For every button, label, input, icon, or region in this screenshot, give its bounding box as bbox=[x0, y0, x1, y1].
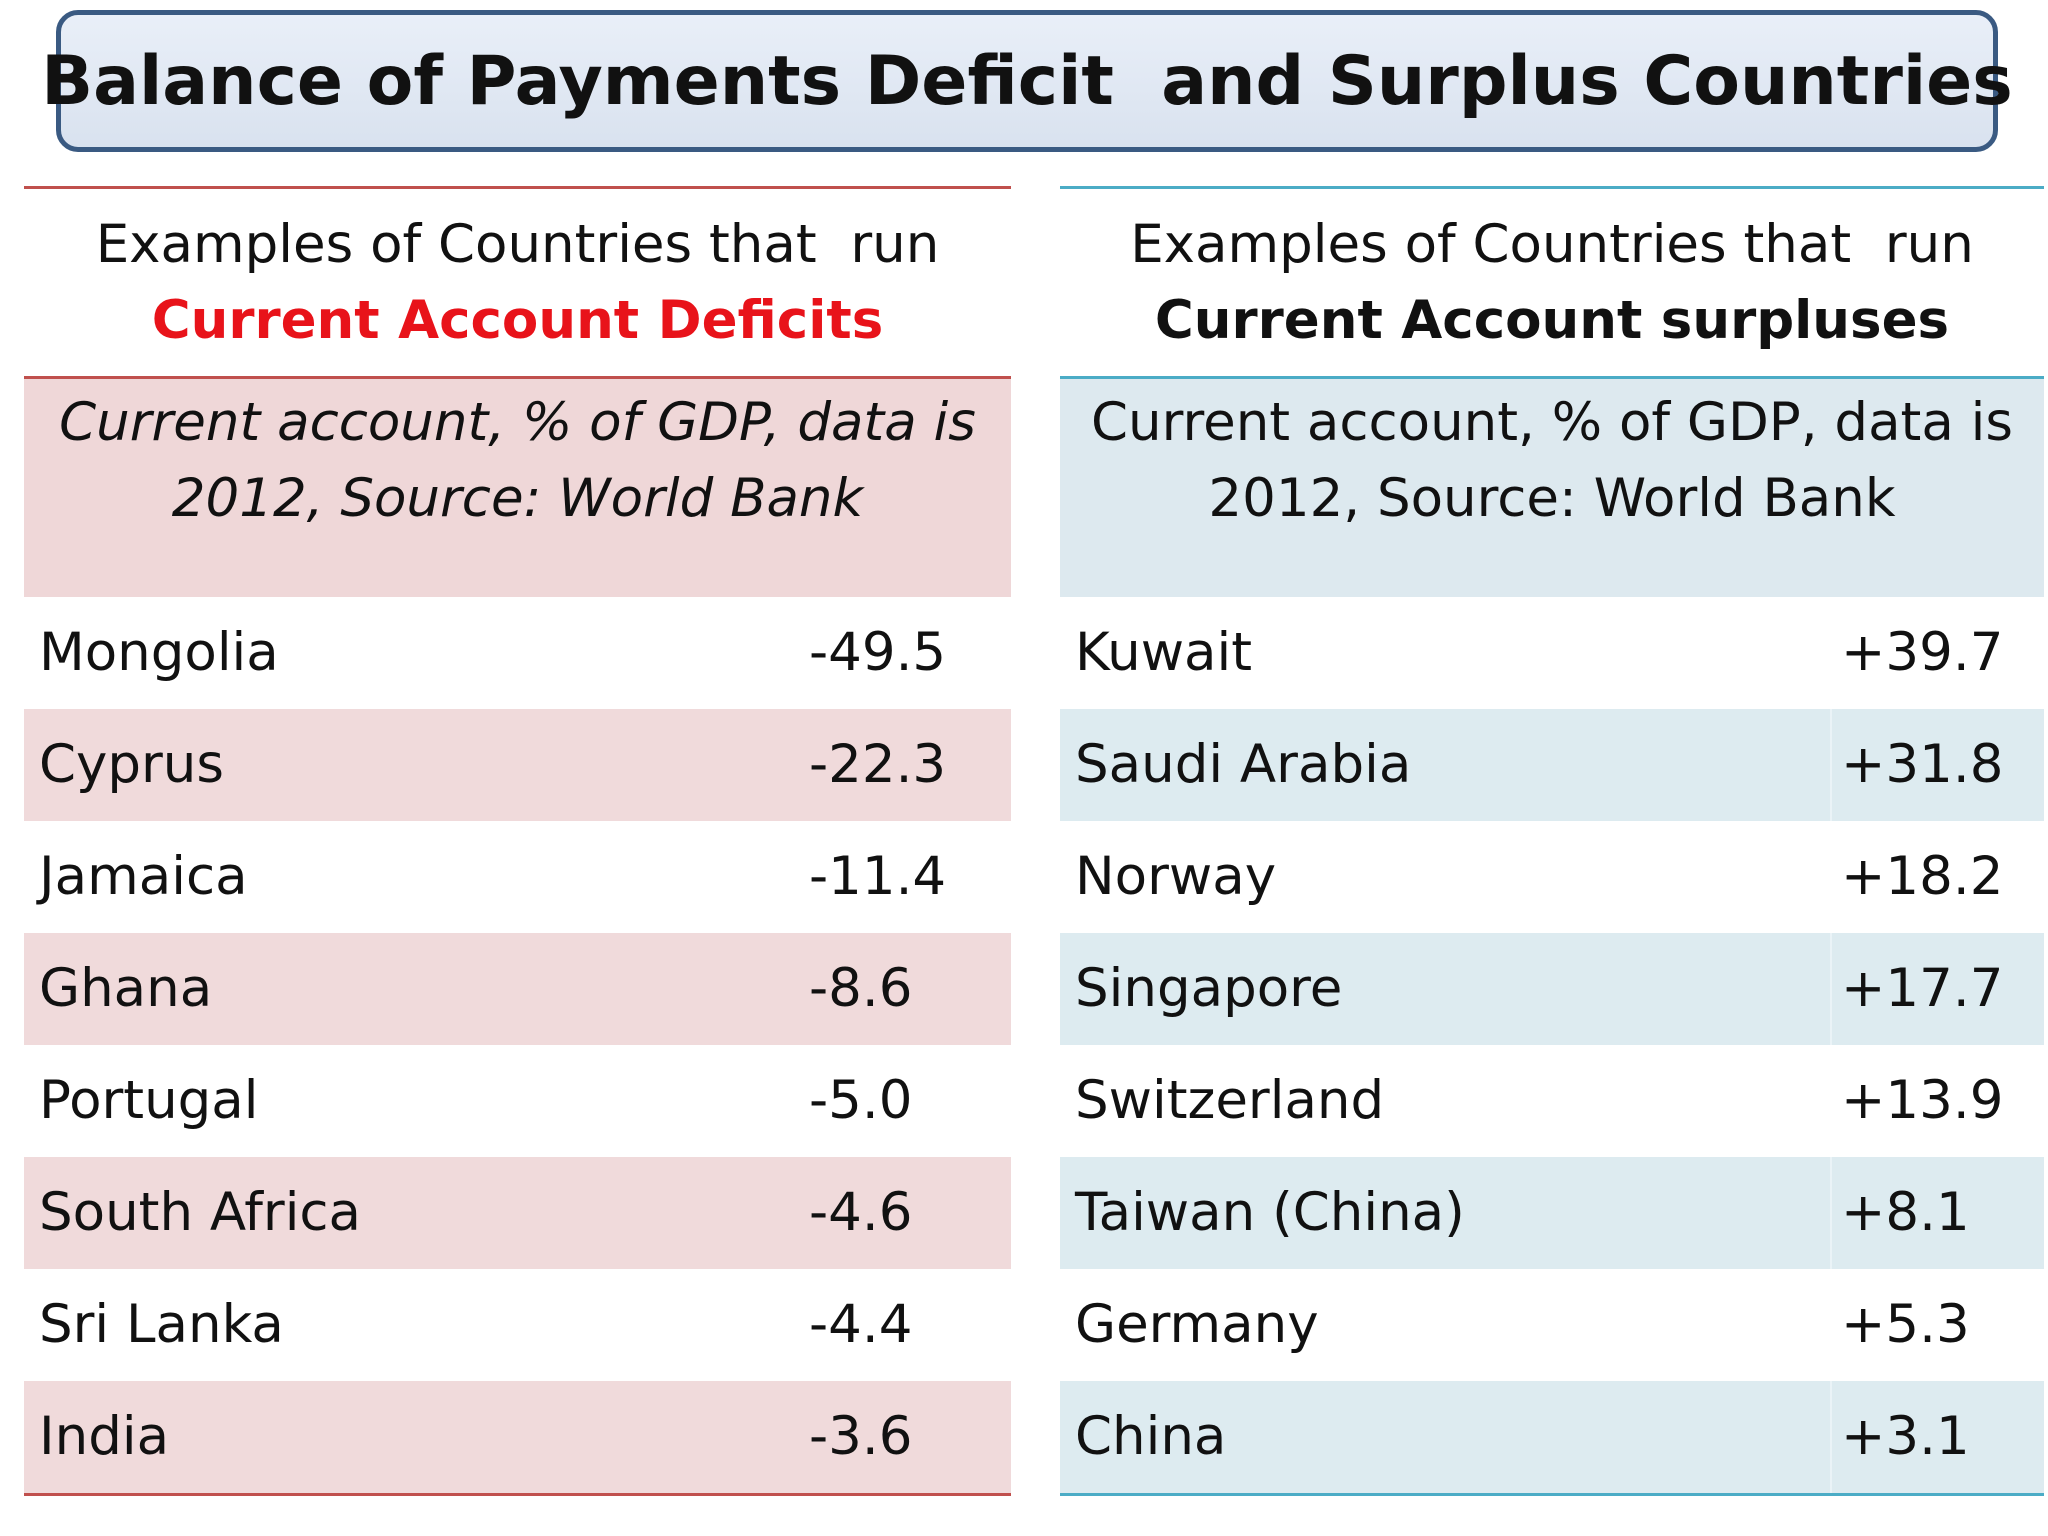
current-account-value: +13.9 bbox=[1841, 1070, 2004, 1131]
country-name: Saudi Arabia bbox=[1075, 734, 1412, 795]
current-account-value: -4.4 bbox=[809, 1294, 913, 1355]
deficit-intro: Examples of Countries that run Current A… bbox=[24, 189, 1011, 376]
deficit-intro-line1: Examples of Countries that run bbox=[95, 213, 940, 275]
surplus-intro: Examples of Countries that run Current A… bbox=[1060, 189, 2044, 376]
table-row: Norway +18.2 bbox=[1060, 821, 2044, 933]
deficit-bottom-rule bbox=[24, 1493, 1011, 1496]
table-row: Switzerland +13.9 bbox=[1060, 1045, 2044, 1157]
table-row: Germany +5.3 bbox=[1060, 1269, 2044, 1381]
country-name: India bbox=[39, 1406, 170, 1467]
country-name: Jamaica bbox=[39, 846, 248, 907]
table-row: South Africa -4.6 bbox=[24, 1157, 1011, 1269]
surplus-panel: Examples of Countries that run Current A… bbox=[1060, 186, 2044, 1502]
deficit-header-rule bbox=[24, 376, 1011, 379]
table-row: Jamaica -11.4 bbox=[24, 821, 1011, 933]
country-name: Norway bbox=[1075, 846, 1277, 907]
current-account-value: +18.2 bbox=[1841, 846, 2004, 907]
table-row: Singapore +17.7 bbox=[1060, 933, 2044, 1045]
country-name: China bbox=[1075, 1406, 1227, 1467]
country-name: Germany bbox=[1075, 1294, 1319, 1355]
title-banner: Balance of Payments Deficit and Surplus … bbox=[41, 10, 2013, 152]
surplus-intro-heading: Current Account surpluses bbox=[1154, 289, 1950, 351]
current-account-value: -5.0 bbox=[809, 1070, 913, 1131]
deficit-intro-heading: Current Account Deficits bbox=[151, 289, 884, 351]
country-name: Singapore bbox=[1075, 958, 1343, 1019]
surplus-source-header: Current account, % of GDP, data is 2012,… bbox=[1060, 379, 2044, 597]
country-name: Sri Lanka bbox=[39, 1294, 284, 1355]
surplus-source-line2: 2012, Source: World Bank bbox=[1208, 468, 1896, 529]
table-row: Ghana -8.6 bbox=[24, 933, 1011, 1045]
current-account-value: -11.4 bbox=[809, 846, 947, 907]
table-row: India -3.6 bbox=[24, 1381, 1011, 1493]
country-name: Switzerland bbox=[1075, 1070, 1385, 1131]
page-title: Balance of Payments Deficit and Surplus … bbox=[41, 41, 2013, 121]
deficit-table: Mongolia -49.5 Cyprus -22.3 Jamaica -11.… bbox=[24, 597, 1011, 1493]
table-row: Cyprus -22.3 bbox=[24, 709, 1011, 821]
table-row: Kuwait +39.7 bbox=[1060, 597, 2044, 709]
country-name: South Africa bbox=[39, 1182, 362, 1243]
country-name: Taiwan (China) bbox=[1075, 1182, 1465, 1243]
current-account-value: +5.3 bbox=[1841, 1294, 1970, 1355]
surplus-intro-line1: Examples of Countries that run bbox=[1130, 213, 1974, 275]
country-name: Cyprus bbox=[39, 734, 225, 795]
country-name: Ghana bbox=[39, 958, 213, 1019]
surplus-header-rule bbox=[1060, 376, 2044, 379]
current-account-value: +31.8 bbox=[1841, 734, 2004, 795]
deficit-panel: Examples of Countries that run Current A… bbox=[24, 186, 1011, 1502]
country-name: Kuwait bbox=[1075, 622, 1253, 683]
current-account-value: -8.6 bbox=[809, 958, 913, 1019]
country-name: Portugal bbox=[39, 1070, 259, 1131]
country-name: Mongolia bbox=[39, 622, 279, 683]
table-row: Saudi Arabia +31.8 bbox=[1060, 709, 2044, 821]
table-row: Mongolia -49.5 bbox=[24, 597, 1011, 709]
deficit-source-header: Current account, % of GDP, data is 2012,… bbox=[24, 379, 1011, 597]
current-account-value: +3.1 bbox=[1841, 1406, 1970, 1467]
current-account-value: -3.6 bbox=[809, 1406, 913, 1467]
surplus-top-rule bbox=[1060, 186, 2044, 189]
surplus-source-line1: Current account, % of GDP, data is bbox=[1091, 392, 2013, 453]
deficit-source-line1: Current account, % of GDP, data is bbox=[59, 392, 976, 453]
current-account-value: -4.6 bbox=[809, 1182, 913, 1243]
table-row: Sri Lanka -4.4 bbox=[24, 1269, 1011, 1381]
current-account-value: +17.7 bbox=[1841, 958, 2004, 1019]
table-row: Taiwan (China) +8.1 bbox=[1060, 1157, 2044, 1269]
deficit-source-line2: 2012, Source: World Bank bbox=[171, 468, 864, 529]
surplus-bottom-rule bbox=[1060, 1493, 2044, 1496]
current-account-value: -22.3 bbox=[809, 734, 947, 795]
current-account-value: -49.5 bbox=[809, 622, 947, 683]
deficit-top-rule bbox=[24, 186, 1011, 189]
surplus-table: Kuwait +39.7 Saudi Arabia +31.8 Norway +… bbox=[1060, 597, 2044, 1493]
table-row: China +3.1 bbox=[1060, 1381, 2044, 1493]
current-account-value: +8.1 bbox=[1841, 1182, 1970, 1243]
table-row: Portugal -5.0 bbox=[24, 1045, 1011, 1157]
current-account-value: +39.7 bbox=[1841, 622, 2004, 683]
